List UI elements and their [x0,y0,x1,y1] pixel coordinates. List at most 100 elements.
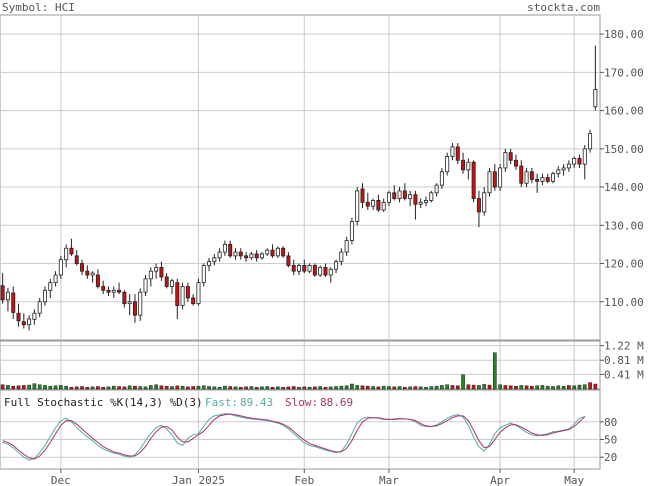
volume-bar [455,385,460,390]
candle [222,240,227,256]
candle-body [413,194,418,205]
volume-bar [111,385,116,390]
candle-body [270,249,275,257]
volume-bar [556,385,561,390]
candle [492,164,497,191]
volume-axis: 1.22 M0.81 M0.41 M [600,340,644,381]
candle-body [349,221,354,241]
candle [471,160,476,203]
candle-body [455,146,460,161]
candle-body [376,200,381,211]
volume-bar [43,385,47,390]
candle-body [48,282,53,291]
candle-body [339,251,344,263]
candle [48,278,53,298]
candle [349,217,354,245]
volume-bar [408,386,412,390]
volume-bar [593,383,598,390]
price-tick-label: 110.00 [604,296,644,309]
candle-body [418,201,423,205]
candle-body [519,165,524,184]
candle [355,187,360,226]
candle [122,290,127,308]
candle-body [556,169,561,175]
candle-body [132,301,137,316]
candle-body [233,251,238,257]
volume-bar [117,386,121,390]
volume-bar [545,385,550,390]
volume-bar [450,385,455,390]
candle [381,198,386,212]
volume-bar [339,385,344,390]
candle [535,173,540,193]
slow-line [2,413,586,460]
candle-body [90,272,95,276]
volume-bar [281,386,285,390]
candle [64,244,69,268]
candle [450,143,455,161]
candle [307,263,312,274]
candle [185,282,190,302]
candle-body [334,261,339,270]
candle-body [16,312,21,322]
volume-bar [186,386,190,390]
fast-value: 89.43 [240,396,273,409]
candle-body [101,286,106,291]
candle-body [482,192,487,213]
volume-bar [328,386,333,390]
volume-bar [540,385,545,390]
candle-body [439,171,444,186]
candle [413,190,418,220]
candle-body [42,289,47,303]
candle [508,148,513,165]
candle-body [392,192,397,199]
candle-body [32,312,37,320]
volume-bar [74,386,79,390]
volume-bar [461,374,465,390]
volume-bar [207,386,211,390]
candle [556,166,561,178]
candle [164,273,169,289]
candle [344,236,349,256]
candle-body [138,291,143,316]
volume-bar [96,386,100,390]
volume-frame [0,340,601,390]
candle [519,160,524,188]
candle [11,286,16,319]
candle-body [95,274,100,287]
candle [439,167,444,189]
volume-bar [413,386,418,390]
stochastic-axis: 80 50 20 [600,416,617,464]
candle-body [307,265,312,272]
volume-bar [344,385,349,390]
candle [281,246,286,258]
candle [254,250,259,262]
volume-bar [313,386,317,390]
candle [498,164,503,191]
volume-bar [535,385,539,390]
candle [513,154,518,170]
candle-body [180,286,185,306]
candle [466,158,471,180]
candle-body [461,159,466,171]
candle-body [508,152,513,161]
candle [328,267,333,283]
candle-body [445,156,450,173]
volume-bar [355,385,360,390]
volume-bar [244,386,248,390]
candle [429,190,434,203]
candle [275,246,280,258]
volume-bar [387,386,391,390]
price-tick-label: 160.00 [604,105,644,118]
candle-body [249,253,254,259]
candle [228,240,233,258]
price-tick-label: 120.00 [604,258,644,271]
candle [445,152,450,176]
candle-body [318,266,323,276]
candle-body [551,173,556,182]
price-tick-label: 150.00 [604,143,644,156]
candle [132,294,137,323]
candle-body [381,201,386,211]
candle [402,183,407,201]
candle [487,167,492,197]
